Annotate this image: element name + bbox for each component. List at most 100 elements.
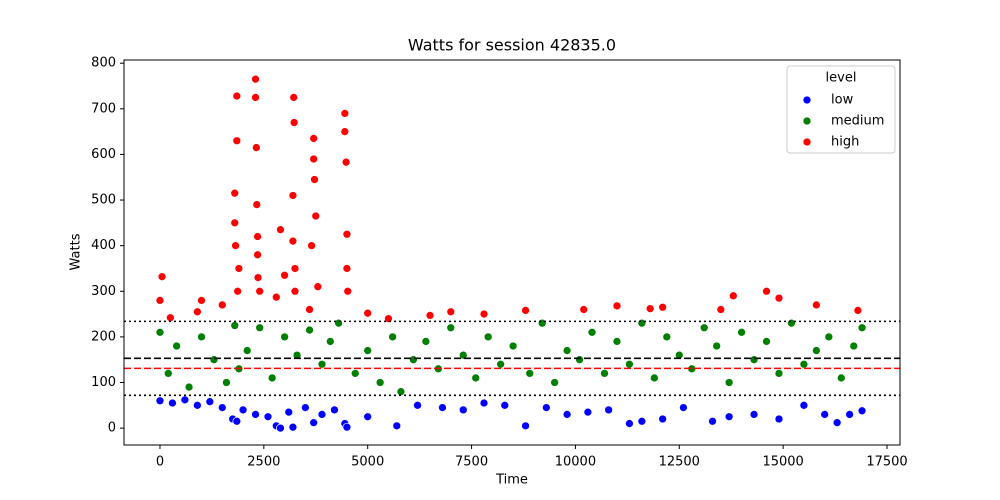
point	[263, 412, 273, 422]
point	[413, 400, 422, 410]
legend-label: medium	[831, 114, 884, 129]
point	[375, 378, 385, 387]
point	[712, 341, 722, 351]
point	[836, 373, 846, 383]
point	[637, 416, 647, 426]
point	[309, 418, 319, 427]
point	[525, 369, 535, 378]
point	[168, 398, 177, 408]
y-tick-label: 200	[91, 329, 116, 344]
point	[446, 307, 456, 317]
point	[832, 418, 842, 427]
y-tick-label: 100	[91, 375, 116, 390]
point	[388, 332, 397, 342]
point	[232, 416, 242, 426]
point	[242, 346, 252, 355]
y-axis-label: Watts	[69, 233, 84, 270]
point	[762, 337, 771, 346]
point	[421, 337, 431, 346]
point	[550, 378, 559, 387]
point	[762, 286, 771, 296]
point	[230, 321, 240, 330]
point	[392, 421, 402, 431]
point	[363, 308, 373, 318]
point	[284, 407, 294, 417]
point	[238, 405, 248, 415]
point	[276, 423, 285, 433]
point	[289, 118, 299, 127]
point	[637, 318, 647, 328]
point	[496, 359, 505, 369]
point	[155, 396, 165, 406]
point	[163, 369, 173, 378]
point	[575, 355, 584, 365]
point	[310, 175, 319, 184]
point	[820, 410, 830, 419]
point	[849, 341, 859, 351]
point	[350, 369, 360, 378]
point	[728, 291, 738, 301]
point	[658, 414, 668, 424]
point	[458, 350, 468, 360]
x-tick-label: 2500	[247, 455, 280, 470]
point	[289, 93, 299, 102]
x-axis-label: Time	[495, 473, 528, 488]
y-tick-label: 600	[91, 147, 116, 162]
point	[500, 400, 510, 410]
point	[749, 410, 759, 419]
point	[658, 302, 668, 312]
point	[857, 406, 867, 416]
y-tick-label: 400	[91, 238, 116, 253]
point	[774, 369, 784, 378]
point	[309, 154, 319, 164]
point	[233, 286, 243, 296]
point	[342, 229, 352, 239]
point	[288, 422, 298, 432]
point	[230, 188, 240, 198]
point	[458, 405, 468, 415]
point	[251, 74, 260, 84]
point	[749, 355, 759, 365]
point	[625, 359, 634, 369]
point	[625, 419, 634, 428]
chart-title: Watts for session 42835.0	[408, 36, 616, 55]
x-tick-label: 0	[156, 455, 164, 470]
point	[716, 305, 726, 314]
point	[222, 378, 231, 387]
point	[271, 292, 281, 302]
point	[280, 270, 289, 280]
point	[363, 412, 373, 422]
point	[193, 307, 202, 317]
point	[205, 397, 215, 407]
point	[253, 250, 262, 260]
point	[774, 293, 784, 303]
point	[645, 304, 655, 313]
point	[799, 400, 809, 410]
point	[309, 134, 319, 143]
point	[197, 296, 206, 305]
point	[708, 416, 717, 426]
point	[251, 93, 260, 102]
point	[232, 136, 242, 146]
x-tick-label: 7500	[455, 455, 488, 470]
point	[521, 421, 530, 431]
y-tick-label: 300	[91, 284, 116, 299]
point	[600, 369, 609, 378]
point	[724, 412, 734, 422]
point	[425, 311, 435, 320]
point	[288, 191, 298, 200]
legend-label: high	[831, 135, 859, 150]
plot-frame	[123, 59, 901, 446]
point	[812, 300, 821, 310]
point	[209, 355, 219, 365]
point	[325, 337, 335, 346]
legend-marker	[802, 116, 812, 126]
point	[521, 306, 530, 315]
point	[341, 157, 351, 167]
point	[438, 403, 447, 412]
point	[812, 346, 821, 355]
point	[311, 211, 321, 221]
legend-box	[786, 65, 896, 154]
point	[396, 387, 406, 396]
